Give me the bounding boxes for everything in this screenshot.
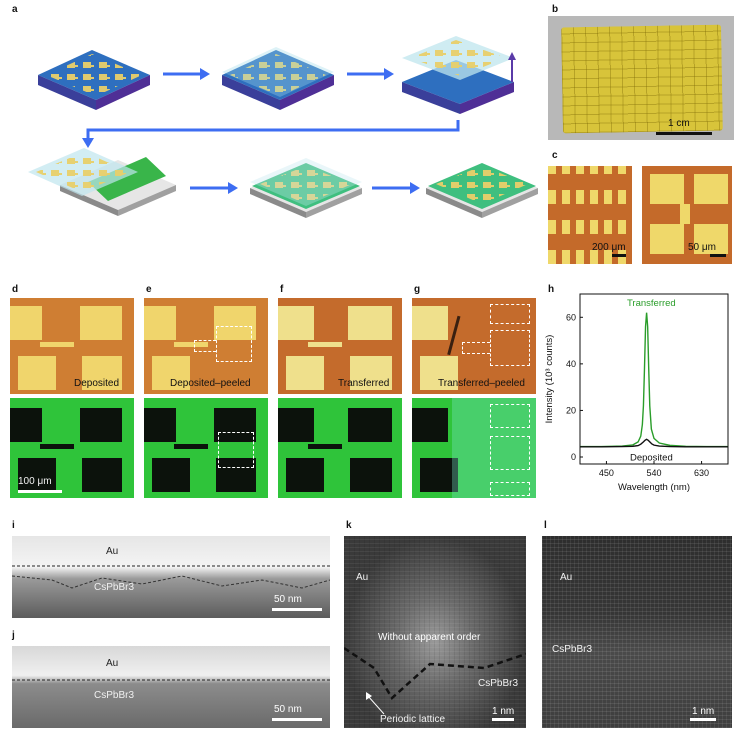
pl-image-deposited-peeled [144, 398, 268, 498]
tem-image-i: Au CsPbBr3 50 nm [12, 536, 330, 618]
step-3-peeling [402, 36, 516, 114]
annotation-transferred: Transferred [627, 298, 676, 309]
annotation-deposited: Deposited [630, 453, 673, 464]
panel-label-c: c [552, 150, 558, 161]
scale-bar-j [272, 718, 322, 721]
pl-image-transferred-peeled [412, 398, 536, 498]
panel-label-f: f [280, 284, 284, 295]
optical-image-deposited: Deposited [10, 298, 134, 394]
series-line-transferred [580, 312, 728, 448]
return-arrow [82, 120, 460, 148]
panel-label-j: j [12, 630, 15, 641]
tem-k-disorder-label: Without apparent order [378, 632, 481, 643]
scale-label-l: 1 nm [692, 706, 715, 717]
panel-label-l: l [544, 520, 547, 531]
tem-l-au-label: Au [560, 572, 573, 583]
scale-bar-c-left [612, 254, 626, 257]
scale-label-c-right: 50 μm [688, 242, 716, 253]
panel-label-e: e [146, 284, 152, 295]
scale-label-b: 1 cm [668, 118, 690, 129]
series-line-deposited [580, 438, 728, 448]
x-tick-label: 450 [599, 468, 614, 478]
pl-image-deposited: 100 μm [10, 398, 134, 498]
y-tick-label: 60 [566, 312, 576, 322]
y-tick-label: 0 [571, 452, 576, 462]
tem-j-au-label: Au [106, 658, 119, 669]
scale-bar-k [492, 718, 514, 721]
step-6-final [426, 163, 538, 218]
step-5-laminated [250, 158, 362, 218]
optical-image-transferred-peeled: Transferred–peeled [412, 298, 536, 394]
panel-label-h: h [548, 284, 555, 295]
tem-l-cspbbr3-label: CsPbBr3 [552, 644, 593, 655]
scale-bar-d [18, 490, 62, 493]
scale-label-c-left: 200 μm [592, 242, 626, 253]
scale-bar-b [656, 132, 712, 135]
optical-image-deposited-peeled: Deposited–peeled [144, 298, 268, 394]
arrow-3 [190, 182, 238, 194]
x-tick-label: 540 [646, 468, 661, 478]
panel-label-i: i [12, 520, 15, 531]
y-tick-label: 40 [566, 359, 576, 369]
tem-i-au-label: Au [106, 546, 119, 557]
panel-label-k: k [346, 520, 352, 531]
caption-deposited: Deposited [74, 378, 120, 389]
tem-image-l: Au CsPbBr3 1 nm [542, 536, 732, 728]
arrow-4 [372, 182, 420, 194]
step-4-transfer [28, 148, 176, 216]
x-tick-label: 630 [694, 468, 709, 478]
scale-label-j: 50 nm [274, 704, 302, 715]
caption-transferred-peeled: Transferred–peeled [438, 378, 525, 389]
step-1-substrate [38, 50, 150, 110]
tem-image-k: Au Without apparent order CsPbBr3 Period… [344, 536, 526, 728]
caption-deposited-peeled: Deposited–peeled [170, 378, 251, 389]
step-2-coated [222, 47, 334, 110]
caption-transferred: Transferred [338, 378, 390, 389]
tem-j-cspbbr3-label: CsPbBr3 [94, 690, 135, 701]
tem-image-j: Au CsPbBr3 50 nm [12, 646, 330, 728]
x-axis-label: Wavelength (nm) [618, 482, 690, 493]
scale-bar-i [272, 608, 322, 611]
y-tick-label: 20 [566, 405, 576, 415]
panel-label-g: g [414, 284, 421, 295]
tem-k-cspbbr3-label: CsPbBr3 [478, 678, 519, 689]
panel-label-b: b [552, 4, 559, 15]
panel-label-d: d [12, 284, 19, 295]
scale-bar-l [690, 718, 716, 721]
panel-label-a: a [12, 4, 18, 15]
y-axis-label: Intensity (10³ counts) [544, 335, 555, 424]
arrow-1 [163, 68, 210, 80]
scale-label-i: 50 nm [274, 594, 302, 605]
scale-label-d: 100 μm [18, 476, 52, 487]
micrograph-electrodes-overview: 200 μm [548, 166, 632, 264]
tem-k-lattice-label: Periodic lattice [380, 714, 446, 725]
photo-device-sheet: 1 cm [548, 16, 734, 140]
pl-image-transferred [278, 398, 402, 498]
arrow-2 [347, 68, 394, 80]
process-schematic [28, 36, 538, 218]
scale-label-k: 1 nm [492, 706, 515, 717]
micrograph-electrodes-zoom: 50 μm [642, 166, 732, 264]
tem-k-au-label: Au [356, 572, 369, 583]
pl-spectrum-chart: 450 540 630 0 20 40 60 Wavelength (nm) Intensity… [544, 293, 729, 493]
tem-i-cspbbr3-label: CsPbBr3 [94, 582, 135, 593]
optical-image-transferred: Transferred [278, 298, 402, 394]
scale-bar-c-right [710, 254, 726, 257]
